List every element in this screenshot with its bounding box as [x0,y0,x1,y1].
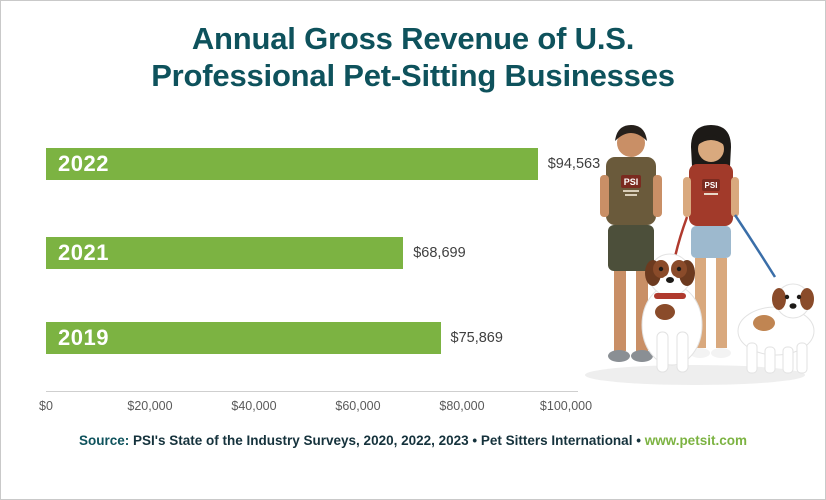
source-separator-2: • [636,433,641,448]
bar-year-label: 2022 [58,151,109,176]
page-title: Annual Gross Revenue of U.S. Professiona… [31,21,795,94]
plot-area: $0 $20,000 $40,000 $60,000 $80,000 $100,000 2… [39,131,600,413]
bar-row-2019: 2019 $75,869 [46,322,503,354]
x-tick-label: $80,000 [439,399,485,413]
bar-value-label: $75,869 [450,330,503,346]
source-separator-1: • [472,433,478,448]
svg-text:PSI: PSI [705,181,718,190]
source-line: Source: PSI's State of the Industry Surv… [1,433,825,448]
title-line-2: Professional Pet-Sitting Businesses [151,57,675,93]
pet-sitters-photo: PSI PSI [585,125,816,385]
bar-row-2022: 2022 $94,563 [46,148,600,180]
bar-fill: 2021 [46,237,404,269]
source-org: Pet Sitters International [477,433,637,448]
leash-red [673,216,689,258]
title-line-1: Annual Gross Revenue of U.S. [191,21,635,56]
x-tick-label: $100,000 [539,399,593,413]
x-axis-line [46,391,578,392]
leash-blue [733,214,777,278]
man-figure: PSI [600,125,662,362]
source-body: PSI's State of the Industry Surveys, 202… [129,433,473,448]
x-tick-label: $0 [39,399,53,413]
svg-text:PSI: PSI [624,177,639,187]
x-tick-label: $20,000 [127,399,173,413]
bar-value-label: $68,699 [413,245,466,261]
source-website-link[interactable]: www.petsit.com [640,433,747,448]
x-tick-label: $40,000 [231,399,277,413]
dog-sitting [641,253,703,373]
bar-year-label: 2021 [58,240,109,265]
source-prefix: Source: [79,433,130,448]
x-axis: $0 $20,000 $40,000 $60,000 $80,000 $100,000 [39,399,592,419]
bar-row-2021: 2021 $68,699 [46,237,466,269]
x-tick-label: $60,000 [335,399,381,413]
bar-fill: 2019 [46,322,441,354]
bar-fill: 2022 [46,148,538,180]
dog-standing [737,265,816,374]
bar-value-label: $94,563 [547,156,601,172]
bar-year-label: 2019 [58,325,109,350]
woman-figure: PSI [683,125,739,358]
